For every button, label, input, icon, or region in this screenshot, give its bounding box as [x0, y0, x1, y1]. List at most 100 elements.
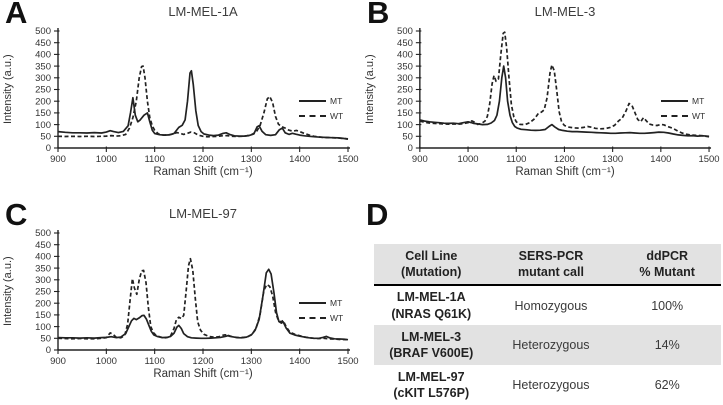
svg-text:1300: 1300 [602, 154, 623, 165]
x-axis-label-b: Raman Shift (cm⁻¹) [515, 166, 615, 178]
svg-text:0: 0 [408, 143, 413, 154]
panel-letter-b: B [367, 0, 390, 30]
mutant-call: Homozygous [514, 298, 588, 313]
svg-text:1500: 1500 [699, 154, 720, 165]
svg-text:1000: 1000 [96, 154, 117, 165]
svg-text:300: 300 [397, 73, 413, 84]
svg-text:250: 250 [397, 85, 413, 96]
legend-label-wt: WT [330, 312, 344, 323]
svg-text:0: 0 [46, 345, 51, 356]
legend-entry-wt: WT [299, 108, 343, 123]
dashed-line-icon [661, 114, 688, 117]
svg-text:50: 50 [40, 334, 51, 345]
table-row: LM-MEL-97 (cKIT L576P) Heterozygous 62% [374, 365, 721, 405]
svg-text:1300: 1300 [241, 356, 262, 367]
svg-text:150: 150 [35, 310, 51, 321]
svg-text:450: 450 [35, 240, 51, 251]
svg-text:50: 50 [402, 131, 413, 142]
legend-label-mt: MT [330, 95, 343, 106]
chart-title-c: LM-MEL-97 [169, 206, 237, 221]
svg-text:0: 0 [46, 143, 51, 154]
svg-text:350: 350 [35, 61, 51, 72]
solid-line-icon [661, 99, 688, 102]
svg-text:100: 100 [35, 120, 51, 131]
svg-text:350: 350 [35, 263, 51, 274]
mutant-call: Heterozygous [512, 378, 590, 392]
panel-letter-a: A [5, 0, 28, 30]
table-row: LM-MEL-3 (BRAF V600E) Heterozygous 14% [374, 325, 721, 365]
legend-entry-wt: WT [661, 108, 705, 123]
header-sers-pcr-l1: SERS-PCR [518, 248, 584, 263]
header-cell-line-l1: Cell Line [405, 248, 458, 263]
svg-text:50: 50 [40, 132, 51, 143]
panel-letter-c: C [5, 197, 28, 232]
chart-title-b: LM-MEL-3 [534, 4, 596, 19]
panel-c: C LM-MEL-97 Intensity (a.u.) 0 50 100 150 20… [0, 197, 362, 405]
chart-title-a: LM-MEL-1A [168, 4, 238, 19]
svg-text:900: 900 [50, 154, 66, 165]
header-ddpcr-l1: ddPCR [646, 248, 689, 263]
svg-text:300: 300 [35, 73, 51, 84]
svg-text:150: 150 [397, 108, 413, 119]
svg-text:500: 500 [397, 26, 413, 37]
cell-line-name: LM-MEL-1A (NRAS Q61K) [391, 290, 472, 321]
svg-text:500: 500 [35, 228, 51, 239]
ddpcr-percent: 62% [654, 378, 680, 392]
svg-text:1100: 1100 [144, 356, 164, 367]
mutant-call: Heterozygous [512, 338, 590, 352]
header-cell-line: Cell Line (Mutation) [374, 244, 489, 286]
svg-text:1400: 1400 [289, 154, 310, 165]
svg-text:400: 400 [397, 50, 413, 61]
panel-letter-d: D [366, 197, 389, 232]
cell-line-name: LM-MEL-3 (BRAF V600E) [389, 329, 474, 360]
header-ddpcr-l2: % Mutant [639, 265, 695, 279]
legend-label-mt: MT [330, 297, 343, 308]
legend-entry-mt: MT [299, 93, 343, 108]
svg-text:1400: 1400 [650, 154, 671, 165]
legend-entry-mt: MT [661, 93, 705, 108]
legend-b: MT WT [661, 93, 705, 123]
x-axis-label-a: Raman Shift (cm⁻¹) [153, 166, 253, 178]
svg-text:300: 300 [35, 275, 51, 286]
ddpcr-percent: 14% [654, 338, 680, 352]
svg-text:900: 900 [412, 154, 428, 165]
svg-text:150: 150 [35, 108, 51, 119]
svg-text:450: 450 [397, 38, 413, 49]
x-axis-label-c: Raman Shift (cm⁻¹) [153, 368, 253, 380]
header-cell-line-l2: (Mutation) [401, 265, 462, 279]
solid-line-icon [299, 301, 326, 304]
legend-label-mt: MT [692, 95, 705, 106]
panel-b: B LM-MEL-3 Intensity (a.u.) 0 50 100 150 200… [362, 0, 723, 202]
svg-text:200: 200 [35, 96, 51, 107]
legend-label-wt: WT [330, 110, 344, 121]
mutation-table: Cell Line (Mutation) SERS-PCR mutant cal… [374, 244, 721, 405]
legend-label-wt: WT [692, 110, 706, 121]
svg-text:400: 400 [35, 252, 51, 263]
svg-text:1000: 1000 [96, 356, 117, 367]
svg-text:250: 250 [35, 85, 51, 96]
cell-line-name: LM-MEL-97 (cKIT L576P) [393, 369, 470, 400]
svg-text:200: 200 [35, 298, 51, 309]
solid-line-icon [299, 99, 326, 102]
svg-text:1200: 1200 [192, 154, 213, 165]
svg-text:100: 100 [35, 322, 51, 333]
legend-c: MT WT [299, 295, 343, 325]
svg-text:1400: 1400 [289, 356, 310, 367]
table-header-row: Cell Line (Mutation) SERS-PCR mutant cal… [374, 244, 721, 286]
dashed-line-icon [299, 316, 326, 319]
legend-entry-mt: MT [299, 295, 343, 310]
svg-text:1200: 1200 [192, 356, 213, 367]
svg-text:250: 250 [35, 287, 51, 298]
panel-a: A LM-MEL-1A Intensity (a.u.) 0 50 100 150 20… [0, 0, 362, 202]
svg-text:1500: 1500 [337, 154, 358, 165]
header-sers-pcr: SERS-PCR mutant call [488, 244, 614, 286]
svg-text:450: 450 [35, 38, 51, 49]
svg-text:1200: 1200 [554, 154, 575, 165]
svg-text:900: 900 [50, 356, 66, 367]
svg-text:1500: 1500 [337, 356, 358, 367]
svg-text:1300: 1300 [241, 154, 262, 165]
